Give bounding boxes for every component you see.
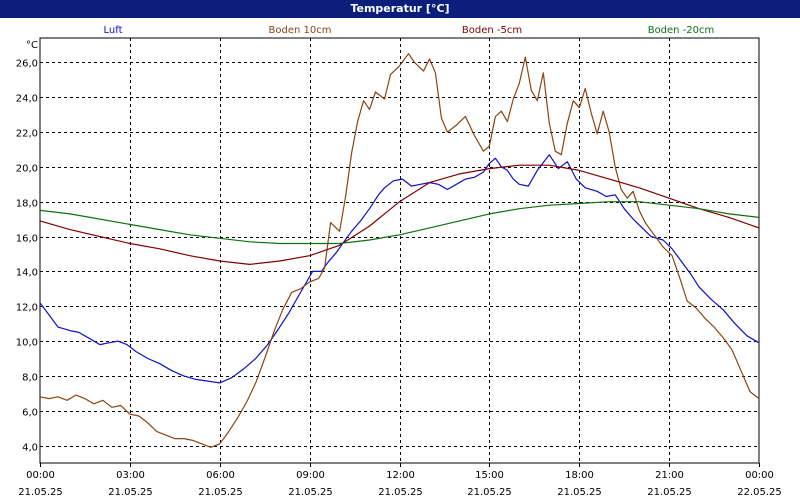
x-tick-label-time: 18:00 bbox=[565, 470, 594, 481]
legend-entry: Boden 10cm bbox=[269, 25, 332, 36]
x-tick-label-time: 09:00 bbox=[296, 470, 325, 481]
y-tick-label: 22,0 bbox=[16, 129, 38, 140]
x-tick-label-date: 21.05.25 bbox=[378, 487, 423, 498]
x-tick-label-time: 00:00 bbox=[26, 470, 55, 481]
y-tick-label: 14,0 bbox=[16, 268, 38, 279]
y-tick-label: 12,0 bbox=[16, 303, 38, 314]
series-line-boden-5cm bbox=[39, 164, 760, 265]
legend-entry: Boden -20cm bbox=[648, 25, 715, 36]
y-tick-label: 10,0 bbox=[16, 338, 38, 349]
x-tick-label-date: 21.05.25 bbox=[647, 487, 692, 498]
x-tick-label-date: 21.05.25 bbox=[18, 487, 63, 498]
chart-title: Temperatur [°C] bbox=[0, 0, 800, 18]
y-tick-label: 18,0 bbox=[16, 199, 38, 210]
x-tick-label-date: 21.05.25 bbox=[288, 487, 333, 498]
y-tick-label: 16,0 bbox=[16, 234, 38, 245]
series-line-luft bbox=[39, 154, 760, 384]
x-tick-label-time: 15:00 bbox=[475, 470, 504, 481]
series-line-boden-20cm bbox=[39, 201, 760, 245]
x-tick-label-time: 03:00 bbox=[116, 470, 145, 481]
series-line-boden-10cm bbox=[39, 53, 760, 448]
x-tick-label-date: 21.05.25 bbox=[108, 487, 153, 498]
x-tick-label-time: 21:00 bbox=[655, 470, 684, 481]
x-tick-label-time: 12:00 bbox=[386, 470, 415, 481]
y-tick-label: 24,0 bbox=[16, 94, 38, 105]
y-tick-label: 8,0 bbox=[22, 373, 38, 384]
x-tick-label-date: 21.05.25 bbox=[467, 487, 512, 498]
legend-entry: Luft bbox=[104, 25, 123, 36]
x-tick-label-date: 21.05.25 bbox=[557, 487, 602, 498]
y-tick-label: 20,0 bbox=[16, 164, 38, 175]
x-tick-label-time: 00:00 bbox=[745, 470, 774, 481]
y-tick-label: 6,0 bbox=[22, 408, 38, 419]
legend-entry: Boden -5cm bbox=[462, 25, 522, 36]
plot-frame bbox=[39, 37, 760, 464]
y-tick-label: 4,0 bbox=[22, 443, 38, 454]
x-tick-label-time: 06:00 bbox=[206, 470, 235, 481]
x-tick-label-date: 21.05.25 bbox=[198, 487, 243, 498]
temperature-chart: 4,0 6,0 8,0 10,0 12,0 14,0 16,0 18,0 20,0 22,0 24,… bbox=[16, 25, 782, 498]
y-axis-label: °C bbox=[26, 40, 38, 51]
y-tick-label: 26,0 bbox=[16, 59, 38, 70]
x-tick-label-date: 22.05.25 bbox=[737, 487, 782, 498]
